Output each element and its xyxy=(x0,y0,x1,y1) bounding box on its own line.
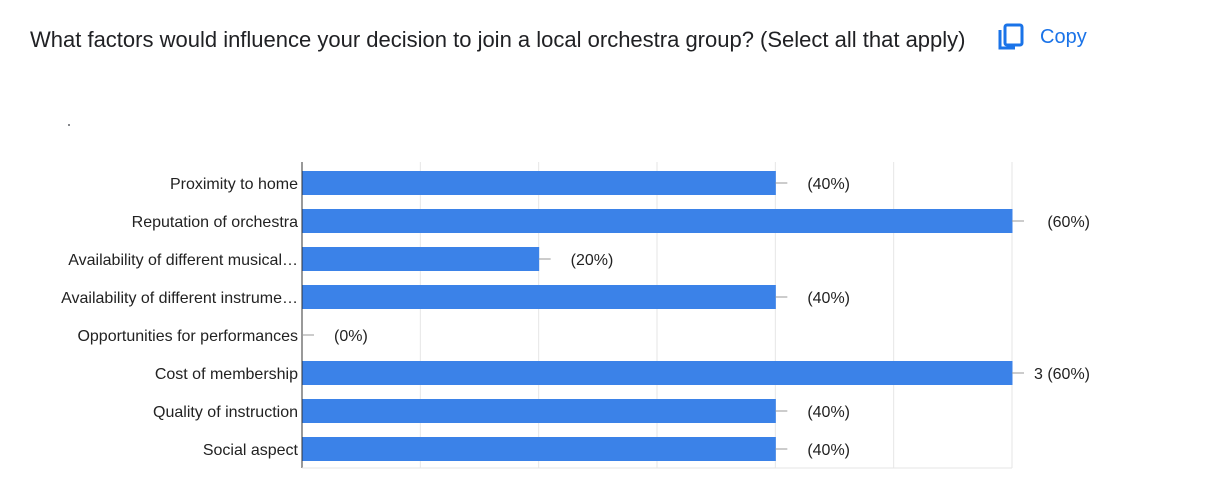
data-label: (60%) xyxy=(1047,214,1090,231)
category-label: Reputation of orchestra xyxy=(132,214,298,231)
bar[interactable] xyxy=(302,399,776,423)
bar[interactable] xyxy=(302,361,1013,385)
category-label: Cost of membership xyxy=(155,366,298,383)
data-label: (40%) xyxy=(807,290,850,307)
copy-button[interactable]: Copy xyxy=(996,20,1087,54)
category-label: Social aspect xyxy=(203,442,299,459)
bar[interactable] xyxy=(302,247,540,271)
question-title: What factors would influence your decisi… xyxy=(30,27,966,52)
data-label: (0%) xyxy=(334,328,368,345)
category-label: Proximity to home xyxy=(170,176,298,193)
category-label: Availability of different instrume… xyxy=(61,290,298,307)
chart-labels: Proximity to home (40%) Reputation of orch… xyxy=(61,176,1090,459)
bar-chart: Proximity to home (40%) Reputation of orch… xyxy=(61,162,1090,469)
bar[interactable] xyxy=(302,209,1013,233)
bar[interactable] xyxy=(302,285,776,309)
data-label: (20%) xyxy=(571,252,614,269)
bar[interactable] xyxy=(302,437,776,461)
data-label: (40%) xyxy=(807,442,850,459)
data-label: 3 (60%) xyxy=(1034,366,1090,383)
category-label: Quality of instruction xyxy=(153,404,298,421)
data-label: (40%) xyxy=(807,176,850,193)
data-label: (40%) xyxy=(807,404,850,421)
category-label: Availability of different musical… xyxy=(68,252,298,269)
copy-icon xyxy=(998,23,1024,50)
decorative-dot xyxy=(68,124,70,126)
bar[interactable] xyxy=(302,171,776,195)
chart-bars xyxy=(302,171,1024,461)
copy-button-label: Copy xyxy=(1040,25,1087,48)
category-label: Opportunities for performances xyxy=(77,328,298,345)
